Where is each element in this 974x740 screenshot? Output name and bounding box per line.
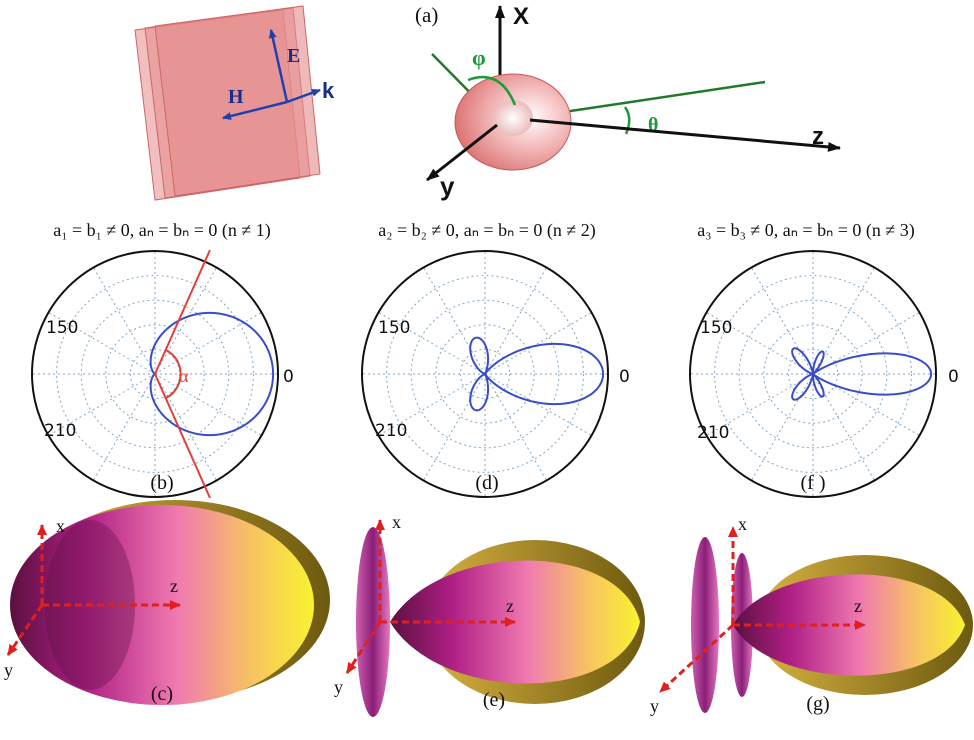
polar-grid-spoke <box>378 373 486 436</box>
axis-g-y <box>658 623 735 694</box>
polar-b-alpha-label: α <box>179 366 189 386</box>
panel-e-label: (e) <box>483 689 505 711</box>
polar-plot-d <box>361 250 609 498</box>
polar-grid-spoke <box>706 373 814 436</box>
e-field-label: E <box>287 45 300 67</box>
axes-3d-e: x z y (e) <box>334 512 516 711</box>
polar-grid-ring <box>105 324 205 424</box>
polar-grid-spoke <box>154 267 217 375</box>
panel-d-label: (d) <box>475 472 498 494</box>
axis-e-z-label: z <box>506 596 514 616</box>
polar-grid-ring <box>129 348 181 400</box>
polar-d-0-label: 0 <box>619 367 630 387</box>
k-vector-label: k <box>322 78 335 103</box>
axis-c-z-label: z <box>170 576 178 596</box>
lobe-g-back <box>691 537 719 713</box>
polar-grid-ring <box>56 275 254 473</box>
polar-plot-b <box>31 249 279 499</box>
panel-f-label: (f ) <box>801 472 826 494</box>
axis-c-x-label: x <box>56 516 65 536</box>
theta-label: θ <box>648 114 658 136</box>
axis-e-y <box>345 621 382 674</box>
condition-title-f: a₃ = b₃ ≠ 0, aₙ = bₙ = 0 (n ≠ 3) <box>697 220 915 241</box>
polar-grid-spoke <box>484 312 592 375</box>
panel-a-label: (a) <box>415 3 438 27</box>
axes-3d-g: x z y (g) <box>650 514 866 716</box>
theta-angle-arc <box>623 106 631 135</box>
polar-grid-spoke <box>154 373 262 436</box>
z-axis-label: z <box>812 123 824 150</box>
polar-plot-f <box>689 250 937 498</box>
polar-outer-circle <box>31 250 279 498</box>
panel-c-label: (c) <box>151 683 173 705</box>
polar-outer-circle <box>361 250 609 498</box>
polar-d-210-label: 210 <box>375 421 407 441</box>
x-axis-label: X <box>513 3 529 30</box>
phi-label: φ <box>472 45 486 70</box>
polar-f-150-label: 150 <box>700 318 732 338</box>
z-axis-arrow <box>529 118 841 152</box>
y-axis-label: y <box>440 171 455 201</box>
e-field-arrow <box>268 29 289 103</box>
plane-wave-illustration: E H k <box>134 5 335 201</box>
axis-e-x-label: x <box>392 512 401 532</box>
polar-grid-spoke <box>751 267 814 375</box>
axes-3d-c: x z y (c) <box>4 516 181 705</box>
polar-grid-spoke <box>378 312 486 375</box>
polar-f-0-label: 0 <box>948 367 959 387</box>
axis-e-y-label: y <box>334 677 343 697</box>
polar-grid-spoke <box>484 373 592 436</box>
wave-plate-front <box>154 5 321 197</box>
polar-grid-ring <box>714 275 912 473</box>
polar-grid-spoke <box>423 373 486 481</box>
alpha-line-lower <box>154 373 211 499</box>
panel-g-label: (g) <box>806 693 829 715</box>
polar-grid-ring <box>787 348 839 400</box>
polar-grid-ring <box>410 299 560 449</box>
polar-grid-ring <box>386 275 584 473</box>
axis-c-y <box>6 604 44 656</box>
radiation-pattern-curve <box>791 347 933 401</box>
axis-c-y-label: y <box>4 660 13 680</box>
polar-grid-spoke <box>93 267 156 375</box>
polar-grid-spoke <box>751 373 814 481</box>
polar-d-150-label: 150 <box>378 318 410 338</box>
panel-b-label: (b) <box>150 472 173 494</box>
sphere-hole <box>493 100 533 136</box>
h-field-arrow <box>222 100 288 120</box>
polar-grid-spoke <box>48 312 156 375</box>
polar-grid-ring <box>459 348 511 400</box>
k-vector-arrow <box>286 88 321 104</box>
polar-grid-ring <box>738 299 888 449</box>
condition-title-b: a₁ = b₁ ≠ 0, aₙ = bₙ = 0 (n ≠ 1) <box>53 220 271 241</box>
condition-title-d: a₂ = b₂ ≠ 0, aₙ = bₙ = 0 (n ≠ 2) <box>378 220 596 241</box>
polar-grid-spoke <box>423 267 486 375</box>
polar-b-210-label: 210 <box>44 421 76 441</box>
polar-f-210-label: 210 <box>697 423 729 443</box>
polar-grid-spoke <box>154 373 217 481</box>
h-field-label: H <box>228 86 244 108</box>
lobe-c-body <box>10 505 314 705</box>
polar-b-150-label: 150 <box>46 318 78 338</box>
polar-grid-spoke <box>154 312 262 375</box>
polar-grid-spoke <box>93 373 156 481</box>
axis-g-y-label: y <box>650 696 659 716</box>
alpha-line-upper <box>154 249 211 375</box>
polar-grid-spoke <box>484 373 547 481</box>
polar-grid-ring <box>80 299 230 449</box>
radiation-pattern-curve <box>469 336 605 412</box>
polar-grid-spoke <box>706 312 814 375</box>
polar-outer-circle <box>689 250 937 498</box>
axis-g-x-label: x <box>738 514 747 534</box>
polar-b-0-label: 0 <box>283 367 294 387</box>
polar-grid-spoke <box>48 373 156 436</box>
axis-g-z-label: z <box>854 596 862 616</box>
panel-a-geometry: (a) X φ θ z y <box>415 3 841 201</box>
polar-grid-spoke <box>484 267 547 375</box>
y-axis-arrow <box>426 123 498 182</box>
alpha-angle-arc <box>165 349 182 399</box>
phi-angle-arc <box>467 75 517 106</box>
